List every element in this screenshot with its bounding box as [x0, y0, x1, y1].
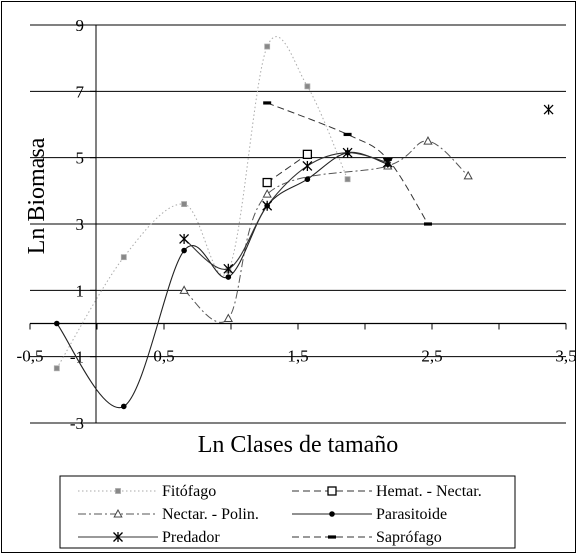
- data-point: [304, 83, 311, 90]
- series-line: [183, 140, 469, 323]
- series-1: [262, 149, 313, 188]
- data-point: [344, 176, 351, 183]
- data-point: [264, 43, 271, 50]
- series-line: [183, 152, 388, 270]
- x-tick-label: 3,5: [555, 347, 576, 366]
- data-point: [179, 285, 189, 294]
- legend-label: Parasitoide: [376, 506, 447, 523]
- series-line: [56, 36, 349, 369]
- data-point: [423, 136, 433, 145]
- series-line: [266, 102, 429, 225]
- y-tick-label: -3: [70, 414, 84, 433]
- x-axis-title: Ln Clases de tamaño: [198, 432, 399, 458]
- series-3: [54, 149, 391, 410]
- legend-entry: Fitófago: [78, 483, 216, 500]
- gridlines: [30, 24, 566, 424]
- legend-box: [59, 475, 516, 549]
- data-point: [343, 132, 352, 137]
- axes: [29, 24, 567, 424]
- data-point: [302, 160, 313, 171]
- data-point: [262, 177, 272, 188]
- series-4: [179, 104, 554, 274]
- data-point: [179, 233, 190, 244]
- legend-marker: [327, 486, 337, 496]
- legend-entry: Predador: [78, 529, 220, 546]
- y-tick-label: 1: [76, 281, 85, 300]
- data-point: [342, 147, 353, 158]
- data-point: [463, 170, 473, 180]
- legend-marker: [113, 508, 123, 518]
- legend-label: Nectar. - Polin.: [162, 506, 259, 523]
- y-axis-title: Ln Biomasa: [24, 137, 50, 254]
- data-series: [53, 36, 554, 410]
- legend-marker: [328, 535, 336, 539]
- data-point: [181, 201, 188, 208]
- y-tick-label: 9: [76, 16, 85, 35]
- y-tick-label: 5: [76, 149, 85, 168]
- data-point: [121, 403, 127, 410]
- legend-marker: [115, 488, 121, 494]
- legend: Fitófago Hemat. - Nectar. Nectar. - Polin.…: [78, 483, 482, 546]
- data-point: [225, 274, 232, 280]
- legend-label: Predador: [162, 529, 220, 546]
- legend-entry: Nectar. - Polin.: [78, 506, 259, 523]
- legend-entry: Hemat. - Nectar.: [292, 483, 482, 500]
- data-point: [223, 313, 233, 323]
- data-point: [54, 320, 60, 327]
- legend-marker: [113, 532, 123, 542]
- data-point: [383, 157, 392, 161]
- series-2: [179, 136, 473, 323]
- series-0: [53, 36, 351, 372]
- legend-entry: Saprófago: [292, 529, 442, 546]
- x-tick-label: -0,5: [17, 347, 44, 366]
- legend-marker: [329, 511, 335, 517]
- data-point: [53, 365, 60, 372]
- data-point: [304, 176, 311, 183]
- x-tick-label: 2,5: [421, 347, 442, 366]
- x-tick-label: 1,5: [287, 347, 308, 366]
- data-point: [262, 189, 272, 198]
- data-point: [223, 263, 234, 274]
- x-tick-label: 0,5: [153, 347, 174, 366]
- y-tick-label: 7: [76, 82, 85, 101]
- y-tick-label: 3: [76, 215, 85, 234]
- data-point: [120, 254, 127, 261]
- data-point: [262, 200, 273, 211]
- legend-entry: Parasitoide: [292, 506, 447, 523]
- data-point: [302, 149, 313, 160]
- legend-label: Hemat. - Nectar.: [376, 483, 482, 500]
- series-line: [56, 151, 388, 409]
- data-point: [423, 222, 432, 226]
- series-5: [263, 101, 432, 226]
- legend-label: Saprófago: [376, 529, 442, 546]
- data-point: [263, 101, 272, 105]
- data-point: [543, 104, 554, 115]
- data-point: [181, 247, 187, 254]
- legend-label: Fitófago: [162, 483, 216, 500]
